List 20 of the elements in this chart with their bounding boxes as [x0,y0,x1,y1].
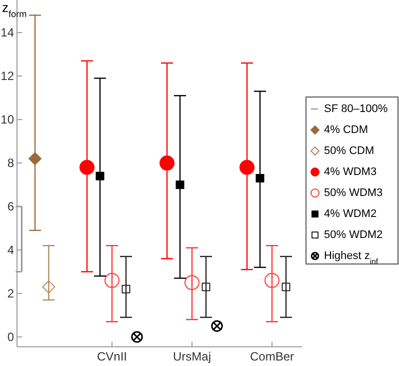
legend-label: 50% WDM2 [324,229,383,241]
y-tick-label: 14 [0,26,14,40]
y-tick-label: 12 [0,69,14,84]
y-axis-title: z$_{form}$ [2,0,27,19]
legend-label: 50% CDM [324,145,374,157]
legend-label: 4% WDM2 [324,208,377,220]
legend-label: 4% WDM3 [324,166,377,178]
y-tick-label: 6 [7,200,14,214]
y-tick-label: 4 [7,242,14,257]
x-tick-label: UrsMaj [173,350,211,364]
y-tick-label: 2 [7,286,14,300]
y-tick-label: 8 [7,156,14,170]
x-tick-label: CVnII [96,350,128,364]
y-tick-label: 10 [0,112,14,127]
legend-label: 4% CDM [324,124,368,136]
x-tick-label: ComBer [250,350,294,364]
legend-label: Highest z$_{inf}$ [324,250,379,266]
legend-label: SF 80–100% [324,103,388,115]
y-tick-label: 0 [7,330,14,344]
legend-label: 50% WDM3 [324,187,383,199]
